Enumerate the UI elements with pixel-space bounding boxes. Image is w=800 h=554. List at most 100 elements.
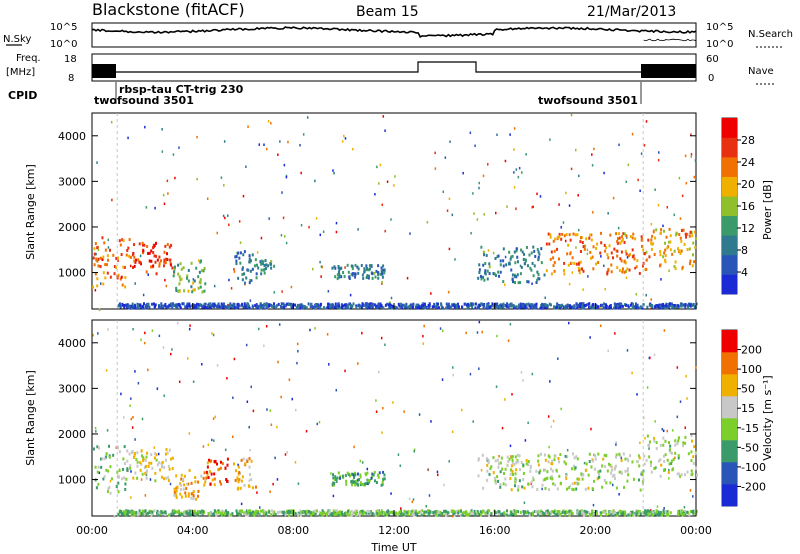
velocity-panel-frame xyxy=(91,319,697,517)
echo-cell xyxy=(224,466,227,470)
echo-cell xyxy=(642,261,645,265)
echo-cell xyxy=(515,249,518,253)
echo-cell xyxy=(452,509,455,513)
echo-cell xyxy=(126,248,129,252)
echo-cell xyxy=(480,277,483,281)
echo-cell xyxy=(307,512,310,516)
echo-cell xyxy=(165,458,168,462)
echo-cell xyxy=(376,304,379,308)
echo-cell xyxy=(471,302,474,306)
echo-cell xyxy=(99,264,102,268)
echo-cell xyxy=(537,272,540,276)
echo-cell xyxy=(92,447,95,451)
echo-cell xyxy=(211,478,214,482)
echo-cell xyxy=(691,264,694,268)
echo-cell xyxy=(566,455,569,459)
echo-cell xyxy=(640,244,643,248)
echo-cell xyxy=(329,303,332,307)
speckle-cell xyxy=(144,331,146,335)
echo-cell xyxy=(243,483,246,487)
echo-cell xyxy=(183,289,186,293)
echo-cell xyxy=(105,452,108,456)
echo-cell xyxy=(594,454,597,458)
speckle-cell xyxy=(423,324,425,328)
echo-cell xyxy=(142,510,145,514)
echo-cell xyxy=(455,305,458,309)
echo-cell xyxy=(564,462,567,466)
echo-cell xyxy=(134,260,137,264)
echo-cell xyxy=(632,477,635,481)
echo-cell xyxy=(478,263,481,267)
echo-cell xyxy=(408,305,411,309)
echo-cell xyxy=(194,480,197,484)
echo-cell xyxy=(104,263,107,267)
echo-cell xyxy=(536,510,539,514)
echo-cell xyxy=(663,511,666,515)
speckle-cell xyxy=(381,282,383,285)
speckle-cell xyxy=(149,478,152,481)
echo-cell xyxy=(121,238,124,242)
speckle-cell xyxy=(378,370,380,374)
echo-cell xyxy=(284,304,287,308)
echo-cell xyxy=(300,510,303,514)
echo-cell xyxy=(125,477,128,481)
speckle-cell xyxy=(202,445,205,448)
echo-cell xyxy=(156,509,159,513)
echo-cell xyxy=(528,304,531,308)
echo-cell xyxy=(277,510,280,514)
echo-cell xyxy=(141,241,144,245)
colorbar-swatch xyxy=(722,462,737,485)
echo-cell xyxy=(352,473,355,477)
echo-cell xyxy=(624,249,627,253)
echo-cell xyxy=(200,474,203,478)
echo-cell xyxy=(603,302,606,306)
echo-cell xyxy=(351,264,354,268)
echo-cell xyxy=(94,465,97,469)
echo-cell xyxy=(680,512,683,516)
speckle-cell xyxy=(238,220,241,223)
speckle-cell xyxy=(245,165,247,168)
echo-cell xyxy=(688,234,691,238)
echo-cell xyxy=(477,458,480,462)
speckle-cell xyxy=(557,357,559,360)
echo-cell xyxy=(238,256,241,260)
speckle-cell xyxy=(130,496,132,499)
echo-cell xyxy=(565,510,568,514)
echo-cell xyxy=(669,511,672,515)
echo-cell xyxy=(260,268,263,272)
echo-cell xyxy=(686,248,689,252)
echo-cell xyxy=(537,459,540,463)
echo-cell xyxy=(238,511,241,515)
speckle-cell xyxy=(296,342,299,346)
echo-cell xyxy=(203,471,206,475)
echo-cell xyxy=(567,243,570,247)
echo-cell xyxy=(486,305,489,309)
speckle-cell xyxy=(233,357,236,361)
echo-cell xyxy=(655,441,658,445)
speckle-cell xyxy=(587,275,589,278)
echo-cell xyxy=(684,232,687,236)
noise-panel: N.Sky 10^5 10^0 10^5 10^0 N.Search xyxy=(3,22,793,50)
echo-cell xyxy=(238,304,241,308)
echo-cell xyxy=(530,268,533,272)
echo-cell xyxy=(545,511,548,515)
speckle-cell xyxy=(592,211,594,214)
echo-cell xyxy=(680,302,683,306)
speckle-cell xyxy=(242,194,245,198)
echo-cell xyxy=(241,475,244,479)
echo-cell xyxy=(368,479,371,483)
echo-cell xyxy=(584,244,587,248)
echo-cell xyxy=(622,232,625,236)
velocity-ylabel: Slant Range [km] xyxy=(24,370,37,466)
echo-cell xyxy=(126,459,129,463)
echo-cell xyxy=(106,490,109,494)
echo-cell xyxy=(450,509,453,513)
echo-cell xyxy=(577,266,580,270)
echo-cell xyxy=(336,277,339,281)
speckle-cell xyxy=(109,479,112,483)
echo-cell xyxy=(482,509,485,513)
echo-cell xyxy=(585,237,588,241)
echo-cell xyxy=(238,509,241,513)
echo-cell xyxy=(106,254,109,258)
